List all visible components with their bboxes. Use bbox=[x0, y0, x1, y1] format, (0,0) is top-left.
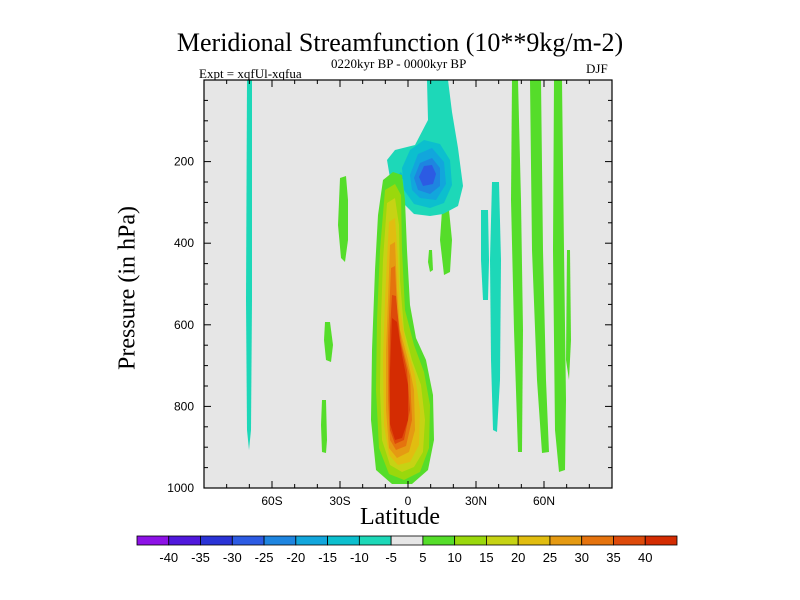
contour-band bbox=[338, 176, 348, 262]
y-axis: 200 400 600 800 1000 bbox=[167, 79, 612, 495]
contour-band bbox=[246, 80, 252, 450]
colorbar-label: -5 bbox=[385, 550, 397, 565]
x-tick-label: 0 bbox=[405, 494, 412, 508]
contour-band bbox=[490, 182, 501, 432]
colorbar-swatch bbox=[327, 535, 360, 546]
y-tick-label: 1000 bbox=[167, 481, 194, 495]
colorbar-label: 20 bbox=[511, 550, 525, 565]
colorbar-swatch bbox=[517, 535, 551, 546]
colorbar-swatch bbox=[358, 535, 392, 546]
x-axis-label: Latitude bbox=[360, 504, 440, 530]
colorbar-swatch bbox=[422, 535, 456, 546]
colorbar-label: 5 bbox=[419, 550, 426, 565]
contour-band bbox=[566, 250, 571, 380]
x-axis: 60S 30S 0 30N 60N bbox=[203, 80, 613, 508]
colorbar-swatch bbox=[168, 535, 201, 546]
colorbar-label: -10 bbox=[350, 550, 369, 565]
contour-band bbox=[324, 322, 333, 362]
colorbar-swatch bbox=[136, 535, 170, 546]
contour-band bbox=[553, 80, 566, 472]
colorbar: -40 -35 -30 -25 -20 -15 -10 -5 5 10 15 20 25 30 35 40 bbox=[136, 535, 678, 565]
contour-fills bbox=[246, 80, 571, 484]
contour-band bbox=[321, 400, 327, 453]
contour-band bbox=[511, 80, 523, 452]
contour-band bbox=[419, 165, 436, 186]
colorbar-label: -15 bbox=[318, 550, 337, 565]
x-tick-label: 30N bbox=[465, 494, 487, 508]
colorbar-label: -25 bbox=[255, 550, 274, 565]
colorbar-label: -30 bbox=[223, 550, 242, 565]
colorbar-swatch bbox=[644, 535, 678, 546]
y-tick-label: 400 bbox=[174, 236, 194, 250]
colorbar-label: 40 bbox=[638, 550, 652, 565]
contour-band bbox=[390, 318, 408, 440]
colorbar-label: 15 bbox=[479, 550, 493, 565]
contour-band bbox=[481, 210, 489, 300]
contour-band bbox=[530, 80, 549, 453]
colorbar-swatch bbox=[486, 535, 519, 546]
colorbar-label: 35 bbox=[606, 550, 620, 565]
chart-title: Meridional Streamfunction (10**9kg/m-2) bbox=[176, 28, 624, 57]
subtitle-experiment: Expt = xqfUl-xqfua bbox=[199, 66, 302, 81]
colorbar-swatch bbox=[390, 535, 424, 546]
subtitle-season: DJF bbox=[586, 61, 608, 76]
x-tick-label: 60S bbox=[261, 494, 282, 508]
colorbar-swatch bbox=[454, 535, 487, 546]
colorbar-swatch bbox=[200, 535, 233, 546]
colorbar-swatch bbox=[231, 535, 265, 546]
colorbar-swatch bbox=[295, 535, 328, 546]
contour-band bbox=[440, 210, 452, 275]
colorbar-swatch bbox=[613, 535, 646, 546]
colorbar-swatch bbox=[549, 535, 583, 546]
colorbar-swatch bbox=[581, 535, 614, 546]
y-tick-label: 600 bbox=[174, 318, 194, 332]
colorbar-label: 30 bbox=[574, 550, 588, 565]
colorbar-label: -35 bbox=[191, 550, 210, 565]
colorbar-label: -40 bbox=[159, 550, 178, 565]
subtitle-period: 0220kyr BP - 0000kyr BP bbox=[331, 56, 467, 71]
y-tick-label: 200 bbox=[174, 155, 194, 169]
colorbar-label: -20 bbox=[286, 550, 305, 565]
x-tick-label: 30S bbox=[329, 494, 350, 508]
colorbar-label: 25 bbox=[543, 550, 557, 565]
y-tick-label: 800 bbox=[174, 399, 194, 413]
x-tick-label: 60N bbox=[533, 494, 555, 508]
colorbar-swatch bbox=[263, 535, 297, 546]
contour-band bbox=[428, 250, 433, 272]
colorbar-label: 10 bbox=[447, 550, 461, 565]
